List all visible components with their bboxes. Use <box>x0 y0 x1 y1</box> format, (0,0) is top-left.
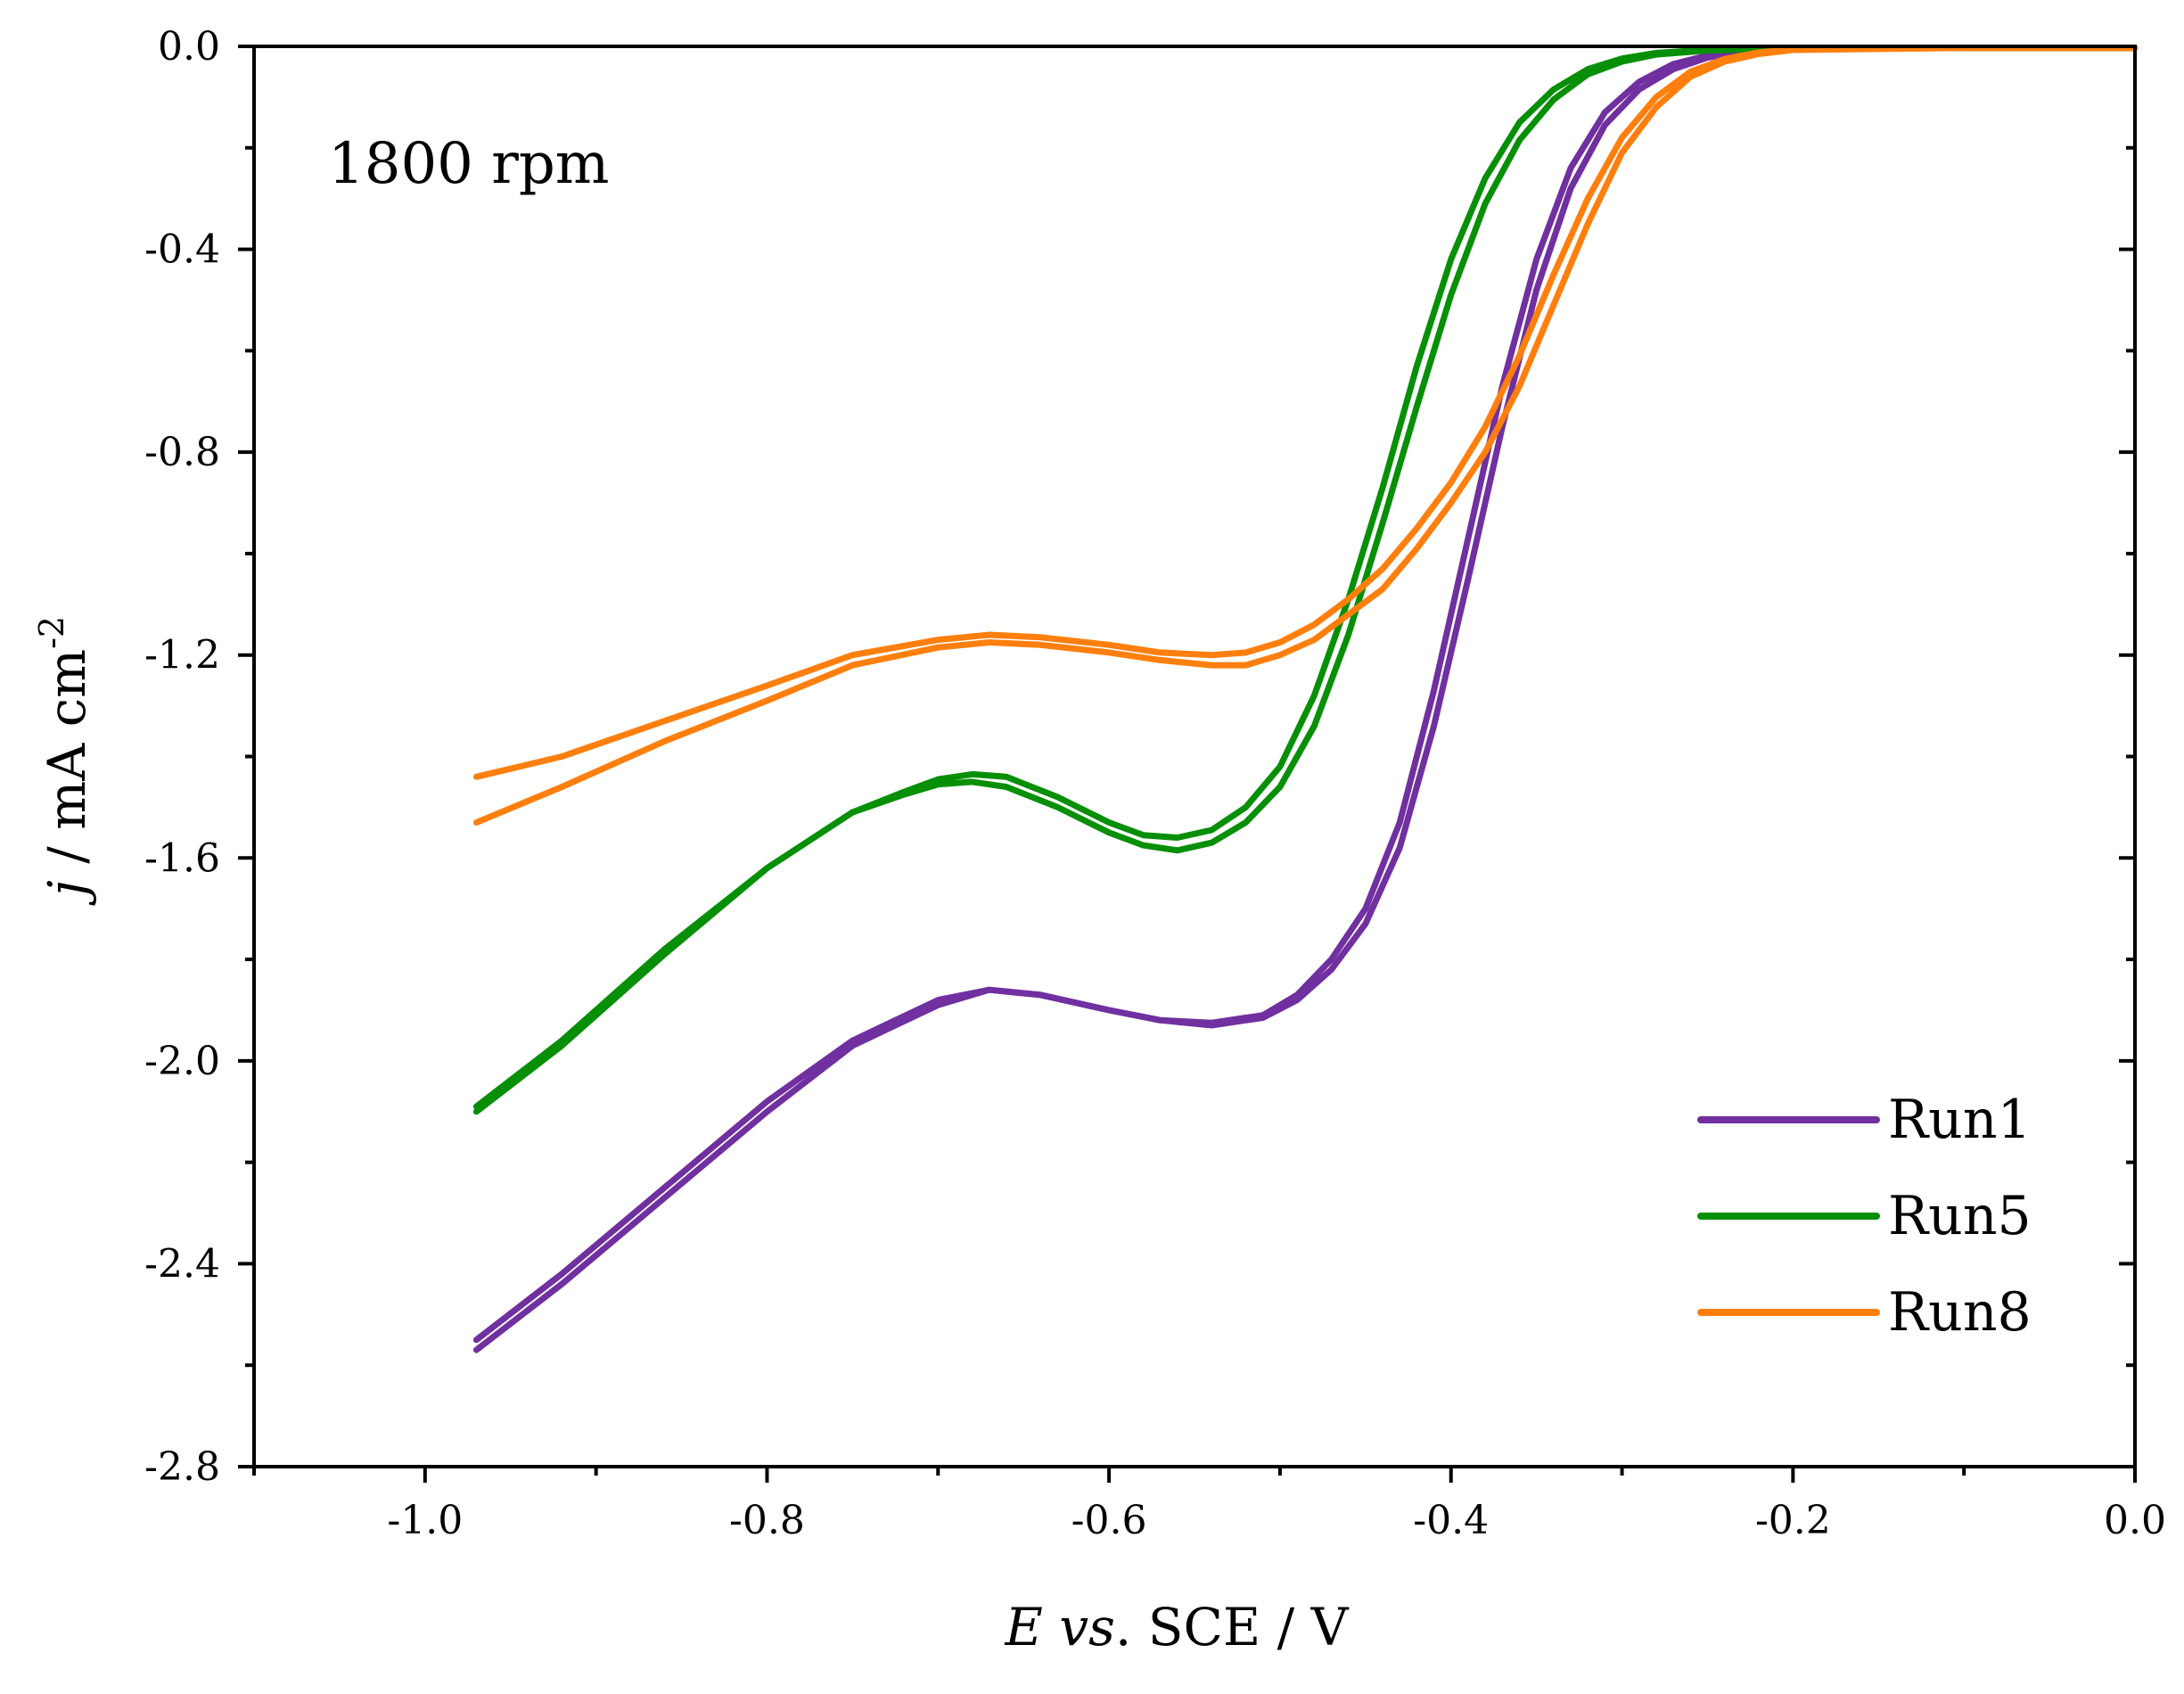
plot-frame <box>252 45 2137 1468</box>
x-tick-label: -1.0 <box>387 1498 463 1543</box>
y-tick-label: -2.4 <box>144 1241 220 1287</box>
y-tick-label: -1.2 <box>144 633 220 678</box>
legend-label-run5: Run5 <box>1888 1185 2032 1247</box>
x-tick-label: -0.2 <box>1755 1498 1831 1543</box>
series-line-run8-sweep-1 <box>472 45 2139 780</box>
legend: Run1 Run5 Run8 <box>1697 1089 2032 1344</box>
x-tick-label: 0.0 <box>2104 1498 2166 1543</box>
series-line-run5-sweep-1 <box>472 45 2139 1110</box>
x-tick-label: -0.4 <box>1413 1498 1489 1543</box>
legend-label-run8: Run8 <box>1888 1281 2032 1344</box>
y-tick-label: -2.0 <box>144 1039 220 1084</box>
series-line-run1-sweep-2 <box>472 45 2139 1353</box>
y-tick-label: 0.0 <box>158 24 220 70</box>
y-tick-label: -0.4 <box>144 227 220 273</box>
x-axis-title: E vs. SCE / V <box>1005 1597 1350 1657</box>
series-line-run5-sweep-2 <box>472 45 2139 1115</box>
series-layer <box>472 45 2139 1353</box>
y-tick-label: -0.8 <box>144 430 220 475</box>
y-axis-title: j / mA cm-2 <box>32 616 97 906</box>
rpm-annotation: 1800 rpm <box>328 131 609 197</box>
legend-label-run1: Run1 <box>1888 1089 2032 1151</box>
x-tick-label: -0.6 <box>1071 1498 1147 1543</box>
x-tick-label: -0.8 <box>729 1498 805 1543</box>
y-tick-label: -1.6 <box>144 835 220 881</box>
ticks-layer: -1.0 -0.8 -0.6 -0.4 -0.2 0.0 0.0 -0.4 -0.8 -1.2 -1… <box>144 24 2166 1543</box>
y-tick-label: -2.8 <box>144 1444 220 1490</box>
series-line-run8-sweep-2 <box>472 45 2139 826</box>
